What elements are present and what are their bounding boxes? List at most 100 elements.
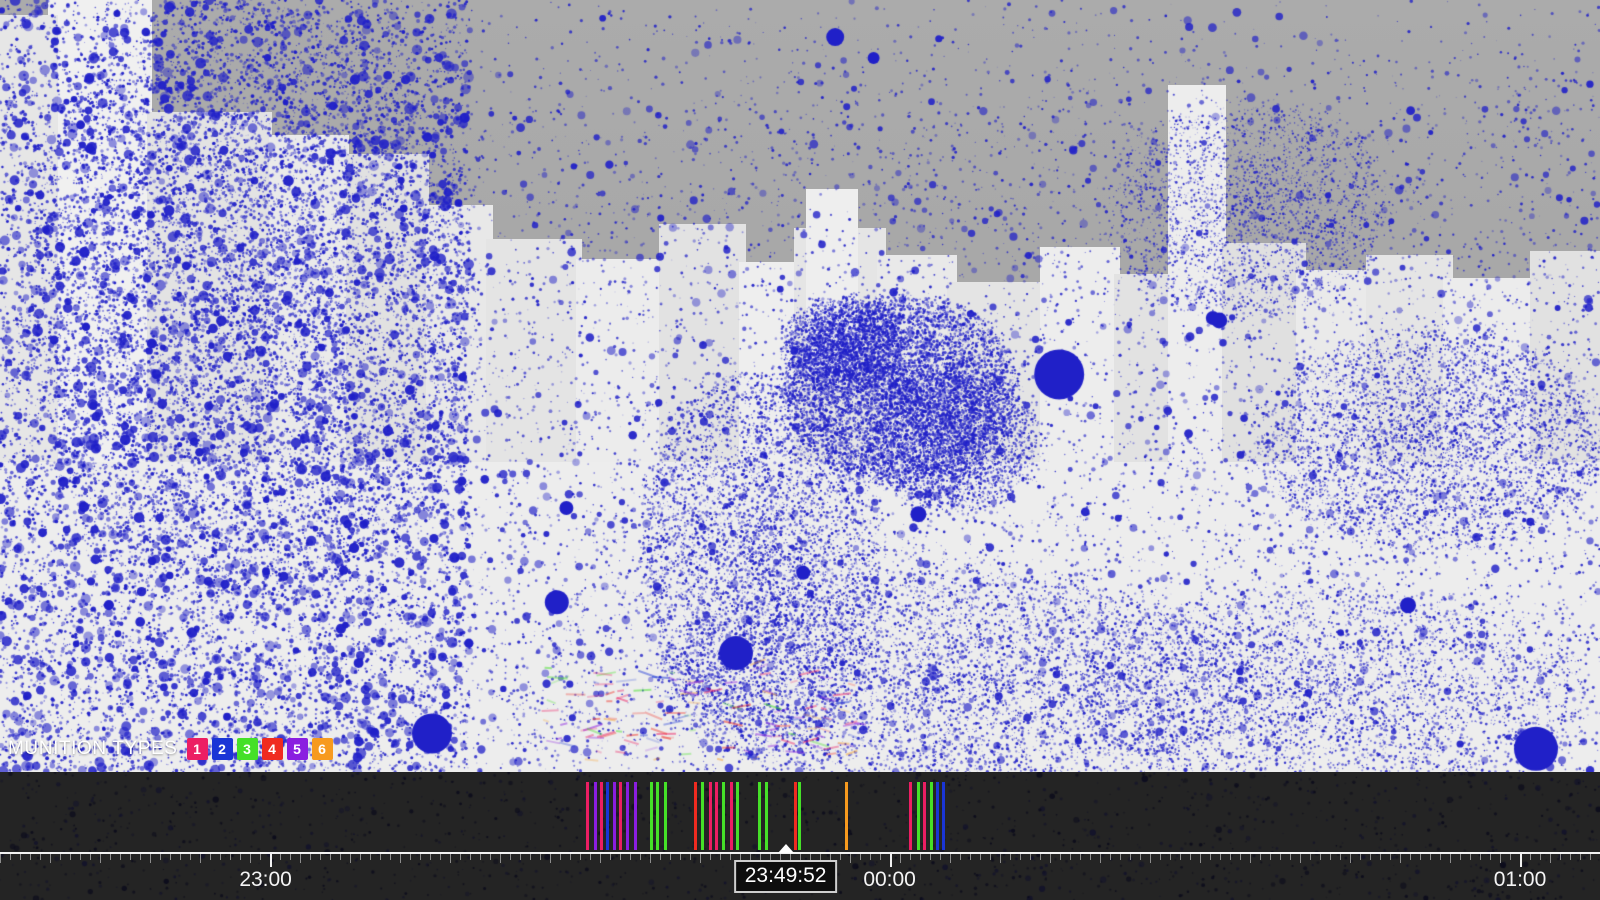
legend-swatch-2[interactable]: 2 (211, 738, 233, 760)
axis-minor-tick (1230, 854, 1231, 860)
axis-minor-tick (210, 854, 211, 860)
axis-minor-tick (650, 854, 651, 863)
timeline-event-marker[interactable] (612, 782, 616, 850)
timeline-event-marker[interactable] (600, 782, 603, 850)
axis-minor-tick (1430, 854, 1431, 860)
axis-minor-tick (800, 854, 801, 863)
timeline-event-marker[interactable] (585, 782, 589, 850)
axis-minor-tick (180, 854, 181, 860)
axis-minor-tick (1130, 854, 1131, 860)
axis-major-tick (890, 854, 892, 867)
playhead-marker[interactable] (777, 844, 794, 853)
timeline-event-marker[interactable] (708, 782, 712, 850)
axis-minor-tick (10, 854, 11, 860)
axis-minor-tick (230, 854, 231, 860)
timeline-event-marker[interactable] (593, 782, 597, 850)
axis-minor-tick (920, 854, 921, 860)
timeline-event-marker[interactable] (844, 782, 848, 850)
timeline-event-marker[interactable] (929, 782, 933, 850)
axis-minor-tick (1490, 854, 1491, 860)
axis-minor-tick (1550, 854, 1551, 863)
axis-minor-tick (170, 854, 171, 860)
timeline-event-marker[interactable] (908, 782, 912, 850)
axis-minor-tick (120, 854, 121, 860)
timeline-events-track[interactable] (0, 782, 1600, 850)
timeline-event-marker[interactable] (916, 782, 920, 850)
axis-minor-tick (1140, 854, 1141, 860)
timeline-event-marker[interactable] (758, 782, 762, 850)
axis-minor-tick (1380, 854, 1381, 860)
axis-minor-tick (1070, 854, 1071, 860)
axis-minor-tick (150, 854, 151, 863)
axis-minor-tick (790, 854, 791, 860)
axis-minor-tick (950, 854, 951, 863)
timeline-event-marker[interactable] (923, 782, 927, 850)
axis-major-tick (270, 854, 272, 867)
current-time-readout[interactable]: 23:49:52 (733, 860, 838, 893)
axis-minor-tick (820, 854, 821, 860)
timeline-event-marker[interactable] (633, 782, 637, 850)
axis-minor-tick (530, 854, 531, 860)
timeline-event-marker[interactable] (606, 782, 610, 850)
axis-minor-tick (110, 854, 111, 860)
timeline-event-marker[interactable] (793, 782, 797, 850)
timeline-event-marker[interactable] (700, 782, 704, 850)
legend-swatch-1[interactable]: 1 (186, 738, 208, 760)
timeline-event-marker[interactable] (936, 782, 939, 850)
axis-minor-tick (1080, 854, 1081, 860)
legend-swatch-6[interactable]: 6 (311, 738, 333, 760)
axis-minor-tick (680, 854, 681, 860)
axis-minor-tick (1030, 854, 1031, 860)
axis-minor-tick (100, 854, 101, 863)
axis-minor-tick (1100, 854, 1101, 863)
axis-minor-tick (570, 854, 571, 860)
timeline-event-marker[interactable] (942, 782, 946, 850)
timeline-event-marker[interactable] (656, 782, 659, 850)
axis-minor-tick (1580, 854, 1581, 860)
axis-minor-tick (810, 854, 811, 860)
axis-minor-tick (0, 854, 1, 863)
timeline-event-marker[interactable] (619, 782, 623, 850)
axis-minor-tick (480, 854, 481, 860)
timeline-event-marker[interactable] (715, 782, 719, 850)
legend-swatch-5[interactable]: 5 (286, 738, 308, 760)
axis-time-label: 23:00 (239, 868, 292, 891)
axis-minor-tick (1410, 854, 1411, 860)
axis-minor-tick (760, 854, 761, 860)
axis-minor-tick (1390, 854, 1391, 860)
axis-minor-tick (510, 854, 511, 860)
timeline-event-marker[interactable] (664, 782, 667, 850)
axis-minor-tick (1050, 854, 1051, 863)
axis-minor-tick (1190, 854, 1191, 860)
axis-minor-tick (70, 854, 71, 860)
timeline-panel[interactable]: 23:00 00:00 01:00 23:49:52 (0, 772, 1600, 900)
timeline-event-marker[interactable] (729, 782, 733, 850)
legend-swatch-4[interactable]: 4 (261, 738, 283, 760)
axis-minor-tick (390, 854, 391, 860)
axis-minor-tick (1460, 854, 1461, 860)
axis-minor-tick (620, 854, 621, 860)
axis-minor-tick (1270, 854, 1271, 860)
timeline-event-marker[interactable] (764, 782, 768, 850)
timeline-event-marker[interactable] (736, 782, 739, 850)
axis-minor-tick (840, 854, 841, 860)
timeline-event-marker[interactable] (625, 782, 629, 850)
legend-swatch-3[interactable]: 3 (236, 738, 258, 760)
axis-minor-tick (980, 854, 981, 860)
axis-minor-tick (1330, 854, 1331, 860)
axis-minor-tick (660, 854, 661, 860)
axis-minor-tick (1480, 854, 1481, 860)
axis-minor-tick (1510, 854, 1511, 860)
axis-minor-tick (1290, 854, 1291, 860)
axis-minor-tick (560, 854, 561, 860)
timeline-event-marker[interactable] (721, 782, 725, 850)
axis-minor-tick (1090, 854, 1091, 860)
timeline-event-marker[interactable] (798, 782, 802, 850)
axis-minor-tick (330, 854, 331, 860)
axis-minor-tick (770, 854, 771, 860)
axis-minor-tick (730, 854, 731, 860)
timeline-event-marker[interactable] (649, 782, 653, 850)
timeline-event-marker[interactable] (694, 782, 698, 850)
